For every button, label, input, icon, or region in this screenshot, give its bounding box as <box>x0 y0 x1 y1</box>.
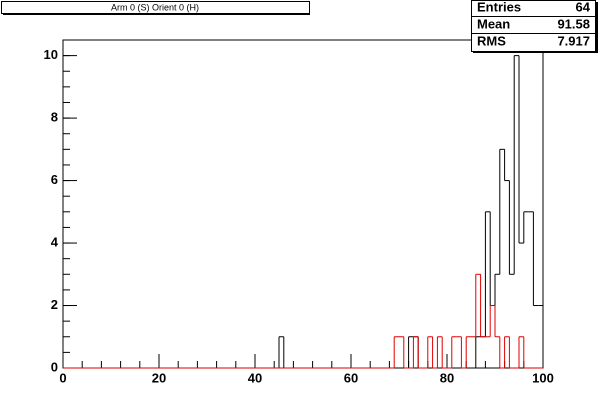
stats-label: Mean <box>477 16 510 31</box>
y-tick-label: 4 <box>51 234 59 249</box>
x-tick-label: 20 <box>152 370 166 385</box>
chart-title: Arm 0 (S) Orient 0 (H) <box>111 2 199 12</box>
y-tick-label: 10 <box>44 47 58 62</box>
x-tick-label: 60 <box>344 370 358 385</box>
x-tick-label: 100 <box>532 370 554 385</box>
y-tick-label: 8 <box>51 110 58 125</box>
stats-box <box>471 0 596 52</box>
x-tick-label: 80 <box>440 370 454 385</box>
y-tick-label: 6 <box>51 172 58 187</box>
y-tick-label: 2 <box>51 297 58 312</box>
x-tick-label: 40 <box>248 370 262 385</box>
stats-label: Entries <box>477 0 521 14</box>
stats-value: 64 <box>576 0 591 14</box>
stats-value: 91.58 <box>557 16 590 31</box>
stats-value: 7.917 <box>557 33 590 48</box>
x-tick-label: 0 <box>59 370 66 385</box>
stats-label: RMS <box>477 33 506 48</box>
y-tick-label: 0 <box>51 359 58 374</box>
